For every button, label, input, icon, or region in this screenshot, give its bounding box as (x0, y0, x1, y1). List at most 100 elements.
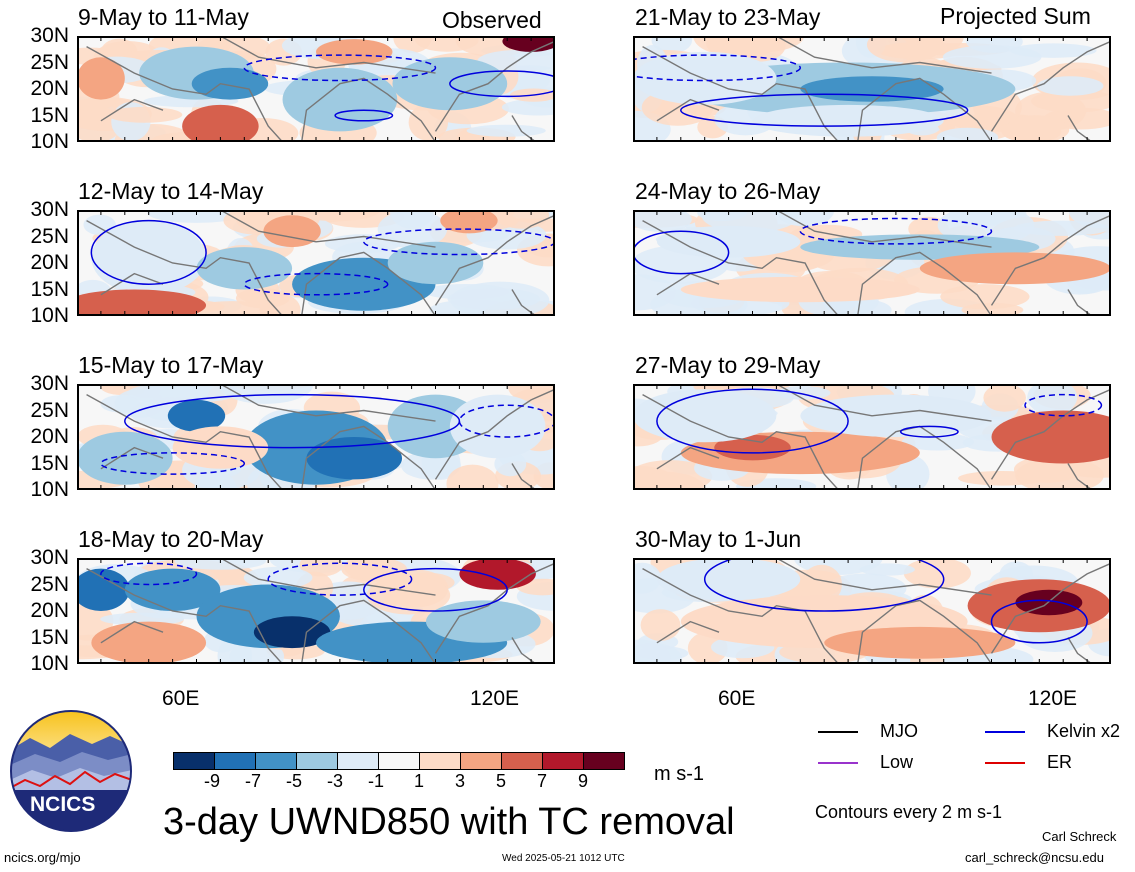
anomaly-region (182, 104, 259, 142)
kelvin-contour (124, 393, 461, 449)
y-tick-label: 20N (30, 425, 69, 448)
anomaly-region (316, 39, 393, 65)
colorbar-swatch (296, 752, 338, 770)
anomaly-region (656, 558, 801, 601)
kelvin-contour (656, 388, 849, 454)
anomaly-region (656, 225, 801, 258)
legend-label: Low (880, 752, 914, 772)
coastline (642, 36, 1111, 142)
kelvin-contour (100, 562, 198, 586)
footer-email[interactable]: carl_schreck@ncsu.edu (965, 850, 1104, 865)
kelvin-contour (899, 425, 959, 438)
kelvin-contour (680, 93, 969, 127)
panel-map-6 (633, 384, 1111, 490)
x-tick-60e-right: 60E (718, 687, 756, 710)
panel-title: 21-May to 23-May (635, 4, 821, 30)
y-tick-label: 30N (30, 24, 69, 47)
y-tick-label: 25N (30, 572, 69, 596)
ncics-logo: NCICS (10, 710, 132, 832)
anomaly-region (800, 394, 992, 437)
kelvin-contour (363, 567, 508, 612)
coastline (642, 558, 1111, 664)
colorbar-units: m s-1 (654, 763, 704, 785)
kelvin-contour (633, 54, 802, 82)
colorbar-tick-label: 1 (414, 771, 425, 791)
kelvin-contour (990, 599, 1088, 644)
panel-map-5 (77, 384, 555, 490)
anomaly-region (91, 621, 207, 664)
kelvin-contour (243, 272, 389, 296)
x-tick-120e-right: 120E (1028, 687, 1078, 710)
colorbar-swatch (255, 752, 297, 770)
coastline (86, 210, 555, 316)
anomaly-region (191, 67, 269, 100)
colorbar-swatch (501, 752, 543, 770)
colorbar-swatch (173, 752, 215, 770)
anomaly-region (263, 215, 321, 248)
x-tick-60e-left: 60E (162, 687, 200, 710)
anomaly-region (387, 241, 484, 285)
anomaly-region (172, 426, 269, 469)
kelvin-contour (449, 70, 555, 98)
legend-line-er (985, 762, 1025, 764)
legend-line-kelvin-x2 (985, 731, 1025, 733)
y-tick-label: 20N (30, 77, 69, 100)
colorbar-swatch (583, 752, 625, 770)
anomaly-region (77, 568, 130, 611)
panel-title: 9-May to 11-May (78, 4, 249, 30)
colorbar-tick-label: -7 (245, 771, 262, 791)
colorbar-tick-label: -5 (286, 771, 303, 791)
anomaly-region (459, 558, 536, 590)
kelvin-contour (1024, 393, 1103, 417)
kelvin-contour (243, 54, 437, 82)
y-tick-label: 15N (30, 277, 69, 301)
anomaly-region (752, 104, 944, 137)
y-tick-label: 15N (30, 451, 69, 475)
y-tick-label: 15N (30, 625, 69, 649)
projected-label: Projected Sum (940, 3, 1091, 29)
footer-author: Carl Schreck (1042, 829, 1117, 844)
legend-label: Kelvin x2 (1047, 721, 1121, 741)
panel-map-1 (77, 36, 555, 142)
kelvin-contour (799, 217, 993, 245)
panel-map-2 (633, 36, 1111, 142)
anomaly-region (77, 431, 173, 485)
footer-url[interactable]: ncics.org/mjo (4, 850, 81, 865)
kelvin-contour (458, 404, 555, 438)
anomaly-region (77, 57, 125, 100)
kelvin-contour (100, 452, 246, 475)
kelvin-contour (267, 562, 413, 596)
colorbar-swatch (419, 752, 461, 770)
kelvin-contour (334, 109, 394, 122)
observed-label: Observed (442, 7, 542, 33)
y-tick-label: 25N (30, 224, 69, 248)
colorbar-tick-label: 5 (496, 771, 507, 791)
anomaly-region (196, 247, 293, 290)
legend-line-low (818, 762, 858, 764)
anomaly-region (680, 276, 920, 303)
panel-title: 30-May to 1-Jun (635, 526, 802, 552)
anomaly-region (282, 67, 398, 132)
y-tick-label: 25N (30, 398, 69, 422)
y-tick-label: 10N (30, 652, 69, 675)
anomaly-region (502, 36, 555, 52)
colorbar-swatch (542, 752, 584, 770)
panel-map-3 (77, 210, 555, 316)
panel-map-8 (633, 558, 1111, 664)
colorbar-swatch (214, 752, 256, 770)
y-tick-label: 20N (30, 599, 69, 622)
panel-map-4 (633, 210, 1111, 316)
panel-title: 24-May to 26-May (635, 178, 821, 204)
colorbar-tick-label: -9 (204, 771, 221, 791)
y-tick-label: 10N (30, 478, 69, 501)
colorbar-swatch (337, 752, 379, 770)
y-tick-label: 10N (30, 130, 69, 153)
colorbar-tick-label: 7 (537, 771, 548, 791)
kelvin-contour (90, 219, 207, 285)
anomaly-region (800, 234, 1040, 260)
anomaly-region (77, 289, 207, 316)
logo-text: NCICS (30, 793, 96, 816)
panel-title: 18-May to 20-May (78, 526, 264, 552)
anomaly-region (167, 399, 226, 432)
anomaly-region (824, 626, 1016, 659)
